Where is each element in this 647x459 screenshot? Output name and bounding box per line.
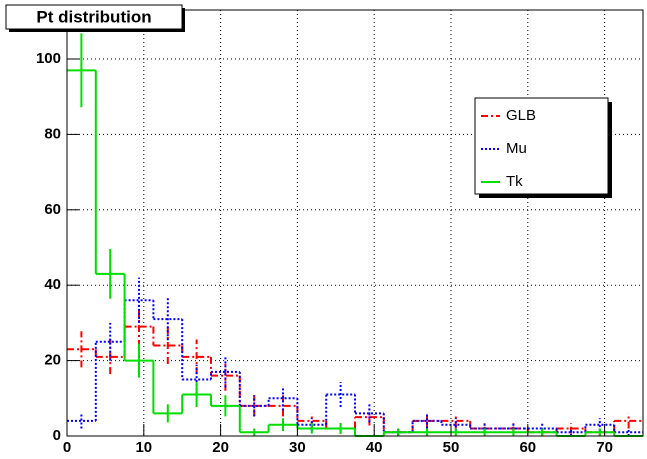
- legend-entries: GLB Mu Tk: [481, 107, 536, 190]
- x-tick-label: 60: [519, 439, 536, 456]
- chart-title: Pt distribution: [36, 7, 151, 26]
- legend-label: Mu: [506, 140, 527, 157]
- y-tick-label: 40: [44, 276, 61, 293]
- y-tick-label: 0: [53, 427, 61, 444]
- y-tick-label: 80: [44, 125, 61, 142]
- x-tick-label: 10: [135, 439, 152, 456]
- legend-label: GLB: [506, 107, 536, 124]
- y-tick-label: 100: [36, 50, 61, 67]
- x-tick-label: 30: [289, 439, 306, 456]
- frame: [66, 9, 644, 437]
- y-tick-label: 20: [44, 352, 61, 369]
- legend: [474, 97, 609, 195]
- y-tick-label: 60: [44, 201, 61, 218]
- x-tick-label: 70: [596, 439, 613, 456]
- x-tick-label: 0: [63, 439, 71, 456]
- legend-label: Tk: [506, 173, 523, 190]
- x-tick-label: 20: [212, 439, 229, 456]
- x-tick-label: 40: [366, 439, 383, 456]
- x-tick-label: 50: [443, 439, 460, 456]
- title-box: [5, 4, 183, 30]
